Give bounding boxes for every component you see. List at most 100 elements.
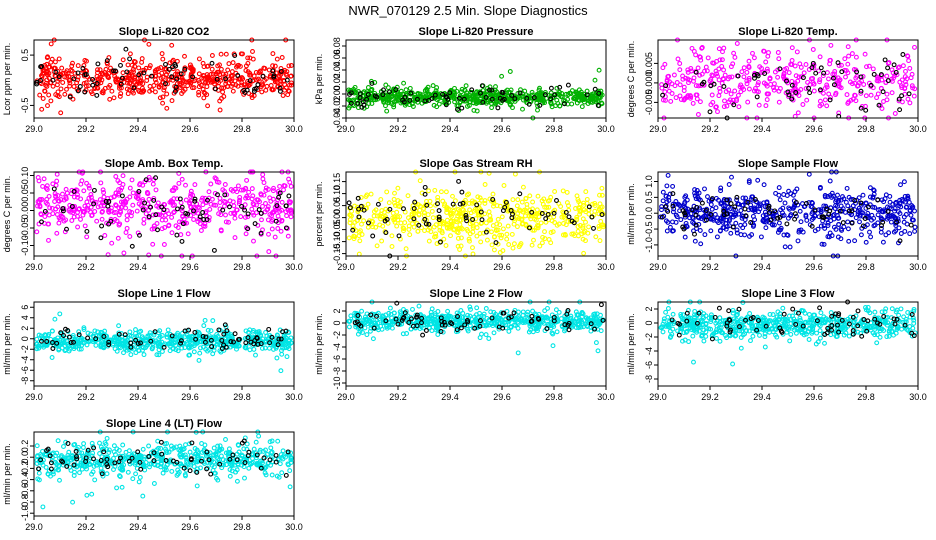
data-point — [844, 185, 850, 191]
data-point — [82, 89, 88, 95]
data-point — [584, 196, 590, 202]
data-point — [284, 77, 290, 83]
data-point — [426, 188, 432, 194]
data-point — [818, 65, 824, 71]
data-point — [716, 93, 722, 99]
data-point — [507, 69, 513, 74]
data-point — [863, 93, 869, 99]
data-point — [491, 247, 497, 253]
data-point — [506, 242, 512, 247]
data-point — [117, 93, 123, 99]
data-point — [200, 60, 206, 66]
data-point — [692, 238, 698, 244]
data-point — [153, 80, 159, 85]
data-point — [675, 56, 681, 62]
x-tick-label: 29.4 — [129, 124, 147, 134]
data-point — [179, 91, 185, 96]
data-point — [846, 53, 852, 59]
data-point — [751, 55, 757, 61]
data-point — [133, 350, 139, 356]
data-point — [754, 94, 760, 100]
data-point — [50, 77, 56, 83]
data-point — [422, 184, 428, 190]
data-point — [99, 89, 105, 95]
data-point — [766, 50, 771, 56]
data-point — [383, 103, 388, 109]
data-point — [905, 96, 911, 102]
data-point — [274, 70, 280, 76]
data-point — [797, 208, 803, 214]
data-point — [716, 46, 722, 52]
data-point — [597, 238, 603, 244]
data-point — [217, 72, 223, 77]
data-point — [761, 182, 767, 188]
y-axis-label: ml/min per min. — [2, 313, 12, 375]
data-point — [48, 59, 54, 65]
data-point — [899, 93, 905, 99]
data-point — [491, 330, 497, 336]
data-point — [257, 68, 263, 74]
data-point — [66, 78, 72, 84]
data-point — [243, 231, 249, 237]
data-point — [272, 79, 278, 85]
data-point — [127, 56, 133, 62]
data-point — [256, 78, 262, 84]
data-point — [699, 200, 705, 206]
data-point — [898, 182, 903, 188]
data-point — [515, 309, 521, 315]
data-point — [149, 87, 155, 93]
data-point — [172, 88, 178, 94]
data-point — [77, 84, 83, 89]
x-tick-label: 29.6 — [493, 124, 511, 134]
data-point — [583, 189, 589, 195]
data-point — [128, 352, 134, 358]
data-point — [118, 62, 123, 68]
data-point — [438, 189, 444, 195]
data-point — [230, 60, 236, 66]
data-point — [849, 51, 855, 57]
data-point — [739, 69, 745, 75]
y-tick-label: 4 — [20, 315, 30, 320]
data-point — [249, 206, 255, 212]
data-point — [56, 94, 62, 100]
data-point — [147, 83, 153, 89]
data-point — [109, 88, 115, 94]
data-point — [254, 77, 260, 83]
data-point — [60, 71, 66, 77]
data-point — [232, 235, 238, 241]
data-point — [665, 172, 671, 178]
data-point — [229, 73, 235, 79]
data-point — [403, 246, 409, 252]
data-point — [365, 201, 371, 207]
data-point — [868, 92, 874, 98]
data-point — [853, 54, 859, 60]
y-tick-label: -0.5 — [20, 98, 30, 114]
data-point — [139, 59, 145, 65]
data-point — [56, 220, 62, 226]
data-point — [389, 233, 395, 239]
data-point — [127, 51, 133, 57]
x-tick-label: 29.4 — [441, 262, 459, 272]
data-point — [235, 83, 241, 89]
data-point — [57, 311, 63, 317]
data-point — [703, 64, 709, 70]
data-point — [205, 63, 211, 69]
y-tick-label: 0 — [20, 336, 30, 341]
data-point — [253, 352, 258, 358]
data-point — [91, 187, 97, 193]
data-point — [223, 51, 229, 57]
data-point — [180, 71, 186, 77]
data-point — [245, 60, 251, 66]
data-point — [52, 59, 58, 65]
data-point — [167, 60, 173, 66]
data-point — [489, 242, 495, 248]
data-point — [205, 103, 211, 109]
data-point — [863, 107, 869, 113]
data-point — [140, 89, 146, 95]
data-point — [124, 69, 130, 75]
data-point — [867, 185, 873, 191]
data-point — [504, 231, 510, 237]
data-point — [54, 230, 60, 236]
data-point — [817, 54, 823, 60]
